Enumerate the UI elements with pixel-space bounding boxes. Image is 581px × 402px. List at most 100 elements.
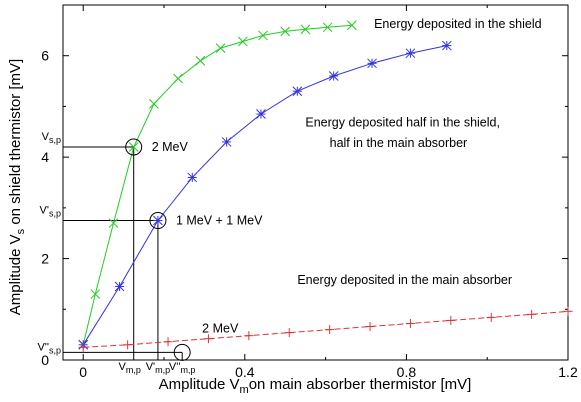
y-symbol-label-sub: s,p xyxy=(49,209,61,219)
x-tick-label: 0 xyxy=(79,364,87,380)
annotations: 2 MeV 1 MeV + 1 MeV 2 MeV Energy deposited … xyxy=(152,17,542,336)
highlight-circle xyxy=(149,212,167,230)
data-point xyxy=(123,340,133,350)
x-symbol-label: Vm,p xyxy=(119,361,141,375)
data-point xyxy=(128,142,139,152)
marker-stroke xyxy=(108,218,119,228)
y-tick-label: 6 xyxy=(41,48,49,64)
data-point xyxy=(237,36,248,47)
marker-label: 2 MeV xyxy=(202,321,239,335)
x-axis-label: Amplitude Vmon main absorber thermistor … xyxy=(159,376,472,396)
data-point xyxy=(328,71,339,81)
data-point xyxy=(258,30,268,41)
data-point xyxy=(405,48,416,59)
data-point xyxy=(114,281,125,292)
marker-stroke xyxy=(128,142,139,152)
marker-stroke xyxy=(347,20,357,31)
data-point xyxy=(173,73,183,84)
data-point xyxy=(486,312,496,322)
data-point xyxy=(300,24,311,35)
x-symbol-label: V'm,p xyxy=(146,361,170,375)
data-point xyxy=(149,99,159,109)
data-point xyxy=(108,218,119,228)
data-point xyxy=(527,309,537,319)
data-point xyxy=(280,26,291,37)
x-axis-label-sub: m xyxy=(240,384,249,396)
series-annotation: Energy deposited half in the shield, xyxy=(305,116,500,130)
x-symbol-label-base: V' xyxy=(146,361,155,373)
series-group xyxy=(78,20,573,352)
series-annotation: half in the main absorber xyxy=(330,136,468,150)
y-symbol-label-base: V'' xyxy=(37,341,49,353)
marker-stroke xyxy=(173,73,183,84)
marker-stroke xyxy=(237,36,248,47)
y-axis-label-part2: on shield thermistor [mV] xyxy=(7,59,24,229)
data-point xyxy=(367,58,377,69)
data-point xyxy=(365,322,375,332)
data-point xyxy=(441,40,452,51)
data-point xyxy=(203,334,213,344)
x-tick-label: 0.4 xyxy=(235,364,255,380)
marker-stroke xyxy=(149,99,159,109)
x-axis-label-part1: Amplitude V xyxy=(159,376,240,393)
y-axis-label-part1: Amplitude V xyxy=(7,234,24,315)
data-point xyxy=(187,172,198,183)
data-point xyxy=(256,109,266,119)
x-symbol-label-base: V xyxy=(119,361,127,373)
x-tick-label: 1.2 xyxy=(558,364,578,380)
y-tick-label: 2 xyxy=(41,251,49,267)
y-symbol-label-base: V xyxy=(42,131,50,143)
y-axis-label: Amplitude Vs on shield thermistor [mV] xyxy=(7,59,27,315)
data-point xyxy=(163,337,173,347)
x-axis-label-part2: on main absorber thermistor [mV] xyxy=(249,376,472,393)
data-point xyxy=(195,55,206,66)
data-point xyxy=(405,318,415,328)
plot-frame xyxy=(62,4,569,361)
marker-label: 1 MeV + 1 MeV xyxy=(176,214,263,228)
axis-ticks: 0 0.4 0.8 1.2 0 2 4 6 xyxy=(41,5,578,380)
highlight-circle xyxy=(125,138,143,156)
series-annotation: Energy deposited in the shield xyxy=(374,17,542,31)
data-point xyxy=(78,342,88,352)
x-symbol-label-sub: m,p xyxy=(126,365,141,375)
marker-label: 2 MeV xyxy=(152,140,189,154)
data-point xyxy=(90,289,101,299)
guide-lines xyxy=(63,146,183,360)
y-symbol-label-base: V' xyxy=(40,205,49,217)
data-point xyxy=(325,325,335,335)
data-point xyxy=(284,328,294,338)
y-symbol-label: Vs,p xyxy=(42,131,61,145)
x-symbol-label-base: V'' xyxy=(169,361,181,373)
x-symbol-label: V''m,p xyxy=(169,361,196,375)
series-annotation: Energy deposited in the main absorber xyxy=(297,273,512,287)
highlight-circles xyxy=(125,138,191,361)
y-symbol-label-sub: s,p xyxy=(49,135,61,145)
marker-stroke xyxy=(280,26,291,37)
x-symbol-label-sub: m,p xyxy=(155,365,170,375)
marker-stroke xyxy=(90,289,101,299)
highlight-circle xyxy=(173,343,191,361)
data-point xyxy=(446,315,456,325)
symbol-labels: Vm,pVs,pV'm,pV's,pV''m,pV''s,p xyxy=(37,131,195,375)
x-symbol-label-sub: m,p xyxy=(180,365,195,375)
marker-stroke xyxy=(322,22,333,33)
data-point xyxy=(347,20,357,31)
series-line-1 xyxy=(82,45,447,346)
marker-stroke xyxy=(195,55,206,66)
data-point xyxy=(153,215,163,226)
x-tick-label: 0.8 xyxy=(397,364,417,380)
data-point xyxy=(215,43,226,53)
data-point xyxy=(292,86,303,97)
y-tick-label: 4 xyxy=(41,149,49,165)
marker-stroke xyxy=(258,30,268,41)
data-point xyxy=(563,306,573,316)
y-symbol-label-sub: s,p xyxy=(49,345,61,355)
y-tick-label: 0 xyxy=(41,352,49,368)
series-line-0 xyxy=(82,24,352,345)
y-axis-label-sub: s xyxy=(15,228,27,234)
data-point xyxy=(244,331,254,341)
y-symbol-label: V's,p xyxy=(40,205,61,219)
marker-stroke xyxy=(300,24,311,35)
marker-stroke xyxy=(215,43,226,53)
